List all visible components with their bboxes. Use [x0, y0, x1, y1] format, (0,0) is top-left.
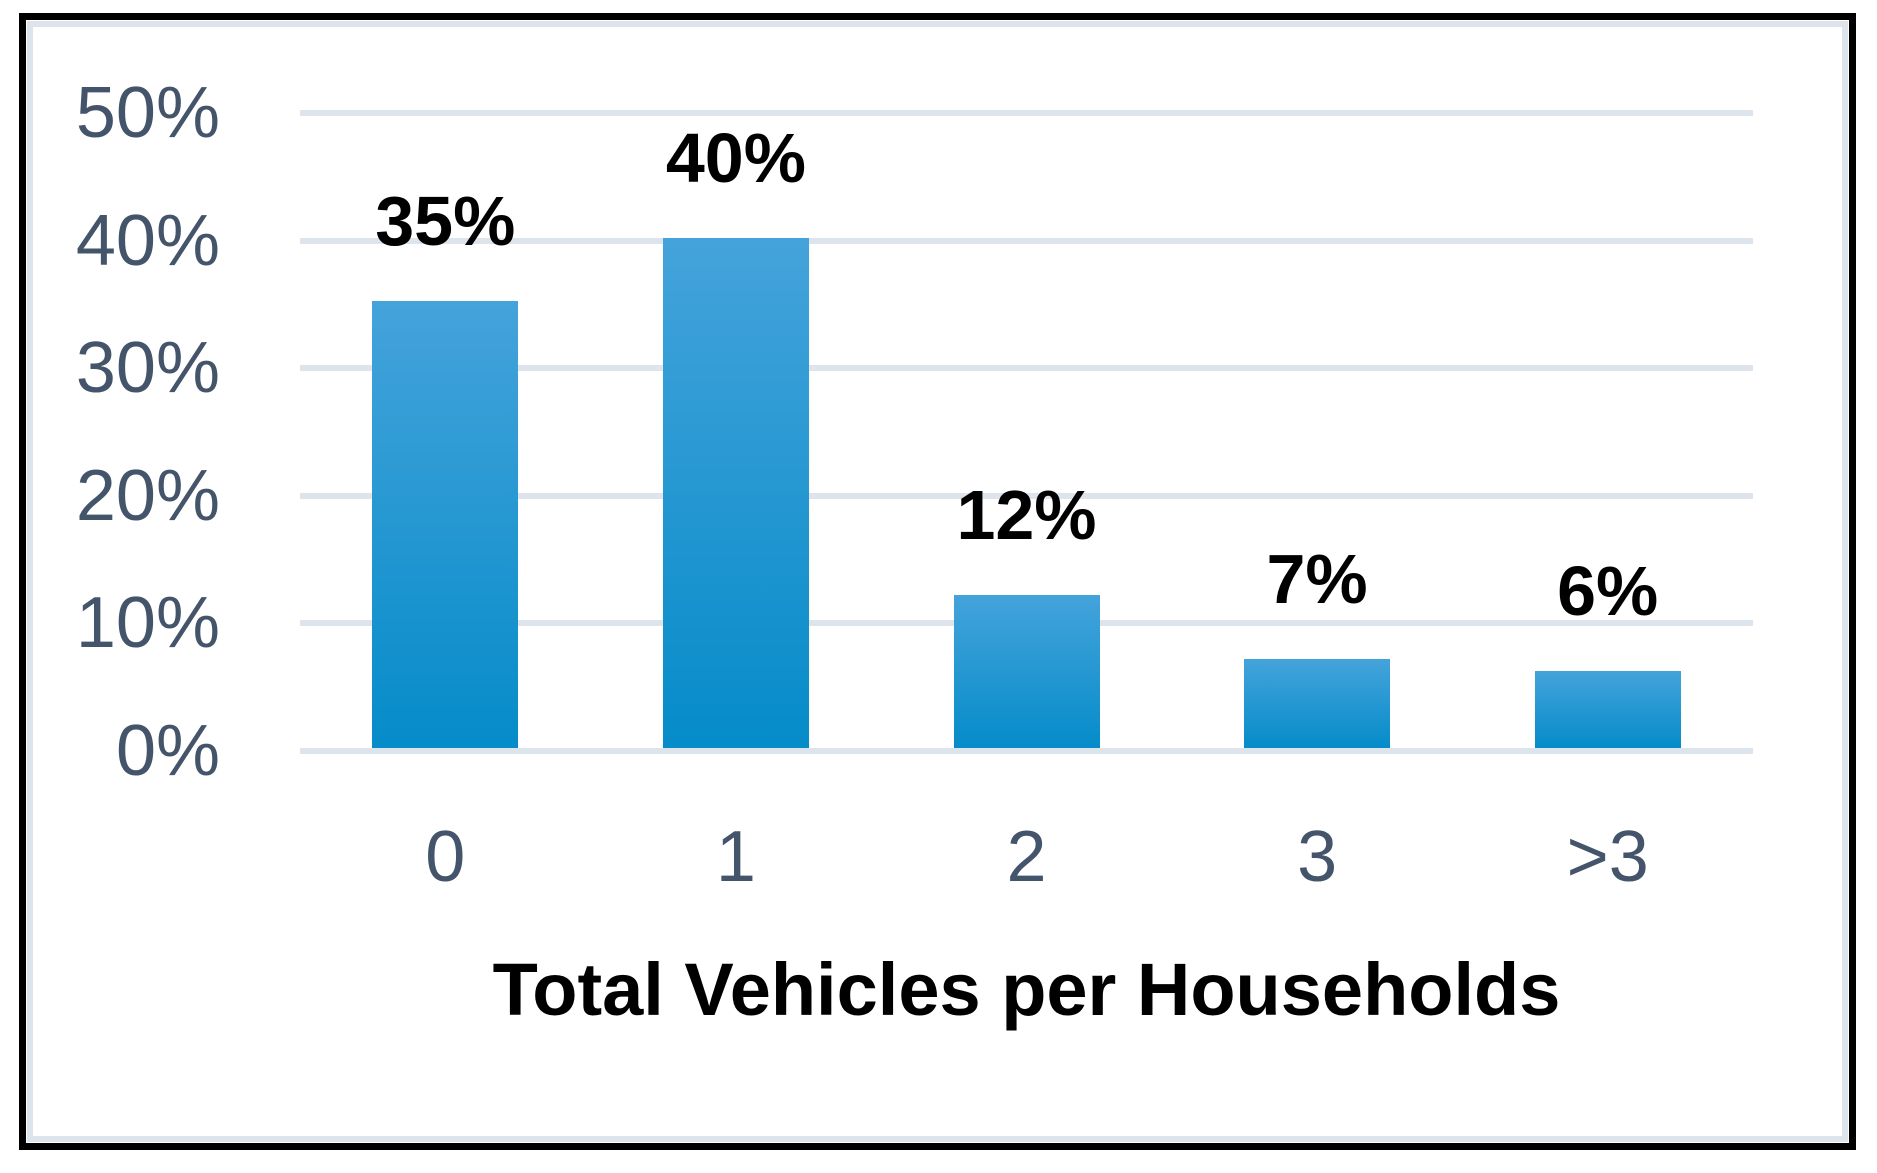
bar-2: [953, 595, 1100, 748]
y-tick-label: 0%: [115, 711, 220, 791]
x-tick-label: 1: [715, 817, 756, 897]
bar-data-label: 7%: [1266, 540, 1368, 618]
y-tick-label: 10%: [75, 583, 220, 664]
x-tick-label: 2: [1006, 817, 1047, 897]
bar-data-label: 35%: [375, 182, 516, 260]
outer-border: [19, 13, 1856, 1150]
x-axis-title: Total Vehicles per Households: [492, 948, 1561, 1031]
bar-3: [1244, 659, 1391, 748]
gridline-30pct: [300, 365, 1753, 372]
bar-data-label: 40%: [665, 119, 806, 197]
gridline-20pct: [300, 492, 1753, 499]
chart-frame: [27, 21, 1848, 1142]
y-tick-label: 40%: [75, 200, 220, 281]
bar-1: [662, 238, 809, 748]
bar-data-label: 12%: [956, 476, 1097, 554]
y-tick-label: 50%: [75, 73, 220, 153]
gridline-50pct: [300, 110, 1753, 116]
gridline-0pct: [300, 748, 1753, 754]
x-tick-label: 0: [425, 817, 466, 897]
gridline-40pct: [300, 237, 1753, 244]
y-tick-label: 30%: [75, 328, 220, 409]
bar-data-label: 6%: [1557, 552, 1659, 630]
y-tick-label: 20%: [75, 455, 220, 536]
bar->3: [1534, 671, 1681, 748]
bar-0: [372, 301, 519, 748]
x-tick-label: >3: [1566, 817, 1649, 897]
x-tick-label: 3: [1297, 817, 1338, 897]
